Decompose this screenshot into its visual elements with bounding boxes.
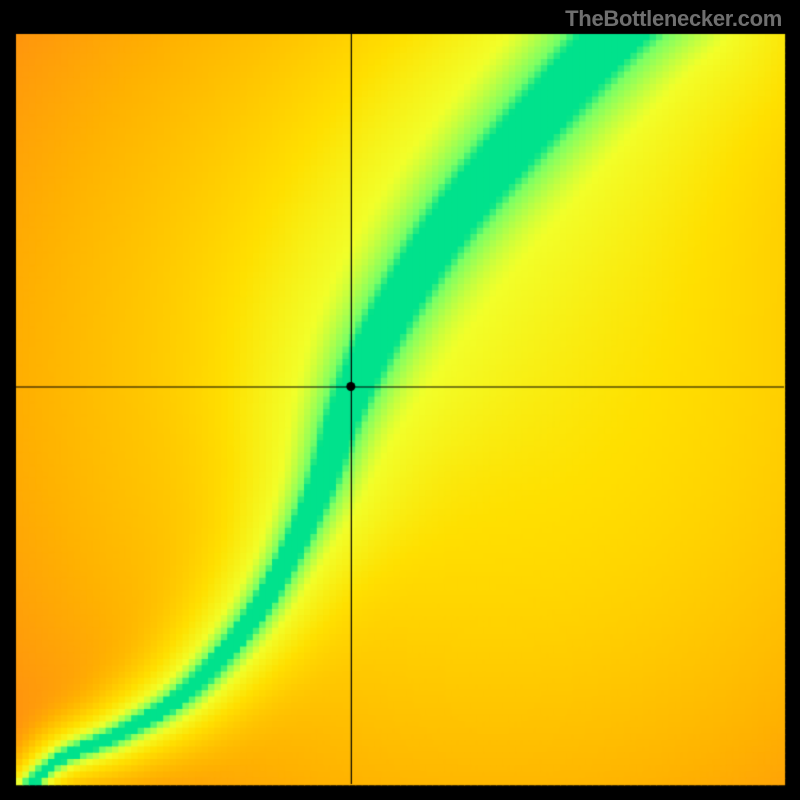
heatmap-canvas (0, 0, 800, 800)
watermark-text: TheBottlenecker.com (565, 6, 782, 32)
chart-frame: { "watermark": { "text": "TheBottlenecke… (0, 0, 800, 800)
